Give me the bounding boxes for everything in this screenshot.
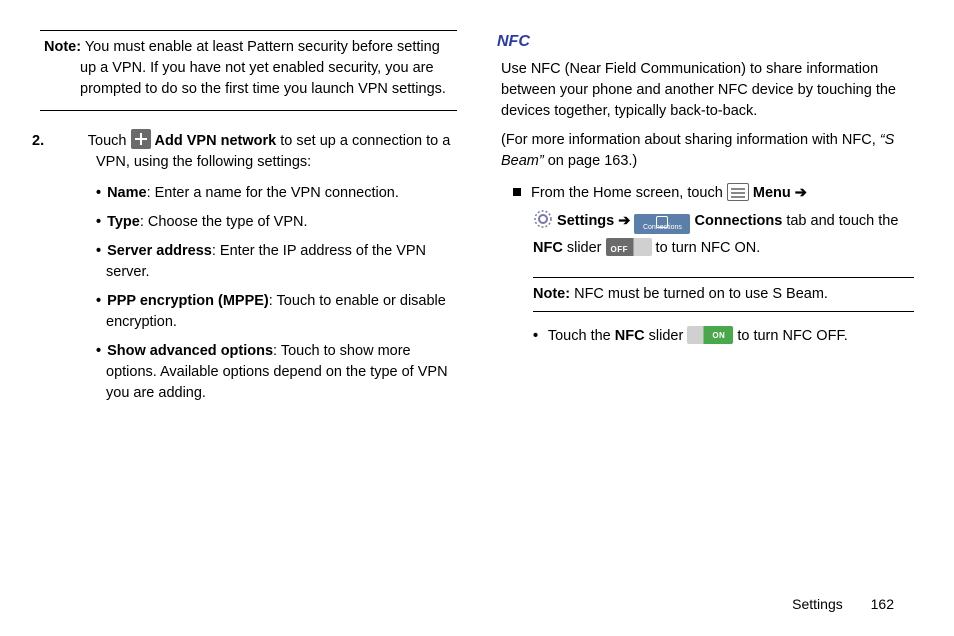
menu-label: Menu: [753, 185, 791, 201]
list-item: Name: Enter a name for the VPN connectio…: [96, 183, 457, 204]
connections-tail: tab and touch the: [782, 213, 898, 229]
nfc-word: NFC: [533, 240, 563, 256]
list-item: Server address: Enter the IP address of …: [96, 241, 457, 283]
settings-label: Settings: [557, 213, 614, 229]
footer-section: Settings: [792, 596, 843, 612]
step-prefix: From the Home screen, touch: [531, 185, 727, 201]
connections-icon: Connections: [634, 214, 690, 234]
note-label: Note:: [533, 286, 570, 302]
sub-b: to turn NFC OFF.: [733, 328, 847, 344]
plus-icon: [131, 129, 151, 149]
item-desc: : Enter a name for the VPN connection.: [147, 185, 399, 201]
divider-bottom: [533, 311, 914, 312]
step-2: 2. Touch Add VPN network to set up a con…: [40, 129, 457, 173]
item-name: PPP encryption (MPPE): [107, 293, 269, 309]
right-column: NFC Use NFC (Near Field Communication) t…: [487, 30, 914, 616]
item-desc: : Choose the type of VPN.: [140, 214, 308, 230]
left-column: Note: You must enable at least Pattern s…: [40, 30, 457, 616]
page-root: Note: You must enable at least Pattern s…: [0, 0, 954, 636]
nfc-heading: NFC: [497, 30, 914, 53]
slider-word: slider: [563, 240, 606, 256]
step-line-3: NFC slider to turn NFC ON.: [533, 240, 760, 256]
item-name: Name: [107, 185, 147, 201]
vpn-settings-list: Name: Enter a name for the VPN connectio…: [40, 183, 457, 404]
step-line-2: Settings ➔ Connections Connections tab a…: [533, 213, 898, 229]
list-item: PPP encryption (MPPE): Touch to enable o…: [96, 291, 457, 333]
list-item: Type: Choose the type of VPN.: [96, 212, 457, 233]
footer-page-number: 162: [871, 596, 894, 612]
gear-icon: [533, 209, 553, 229]
step-number: 2.: [64, 131, 84, 152]
nfc-paragraph-1: Use NFC (Near Field Communication) to sh…: [497, 59, 914, 122]
divider-top: [40, 30, 457, 31]
list-item: Show advanced options: Touch to show mor…: [96, 341, 457, 404]
connections-label: Connections: [694, 213, 782, 229]
nfc-word: NFC: [615, 328, 645, 344]
vpn-note: Note: You must enable at least Pattern s…: [40, 37, 457, 104]
page-footer: Settings 162: [792, 596, 894, 612]
item-name: Show advanced options: [107, 343, 273, 359]
nfc-step: From the Home screen, touch Menu ➔ Setti…: [497, 180, 914, 263]
slider-off-icon: [606, 238, 652, 256]
divider-bottom: [40, 110, 457, 111]
note-label: Note:: [44, 39, 81, 55]
item-name: Server address: [107, 243, 212, 259]
slider-on-icon: [687, 326, 733, 344]
p2-b: on page 163.): [544, 153, 638, 169]
step-touch-word: Touch: [88, 133, 127, 149]
p2-a: (For more information about sharing info…: [501, 132, 880, 148]
arrow-icon: ➔: [791, 185, 807, 201]
square-bullet-icon: [513, 188, 521, 196]
nfc-off-bullet: Touch the NFC slider to turn NFC OFF.: [497, 326, 914, 347]
sub-a: Touch the: [548, 328, 615, 344]
slider-word: slider: [645, 328, 688, 344]
menu-icon: [727, 183, 749, 201]
nfc-note: Note: NFC must be turned on to use S Bea…: [533, 277, 914, 312]
item-name: Type: [107, 214, 140, 230]
connections-icon-text: Connections: [643, 224, 682, 231]
arrow-icon: ➔: [614, 213, 634, 229]
note-text: NFC must be turned on to use S Beam.: [574, 286, 828, 302]
nfc-paragraph-2: (For more information about sharing info…: [497, 130, 914, 172]
divider-top: [533, 277, 914, 278]
note-text: You must enable at least Pattern securit…: [80, 39, 446, 97]
on-tail: to turn NFC ON.: [652, 240, 761, 256]
add-vpn-label: Add VPN network: [155, 133, 277, 149]
